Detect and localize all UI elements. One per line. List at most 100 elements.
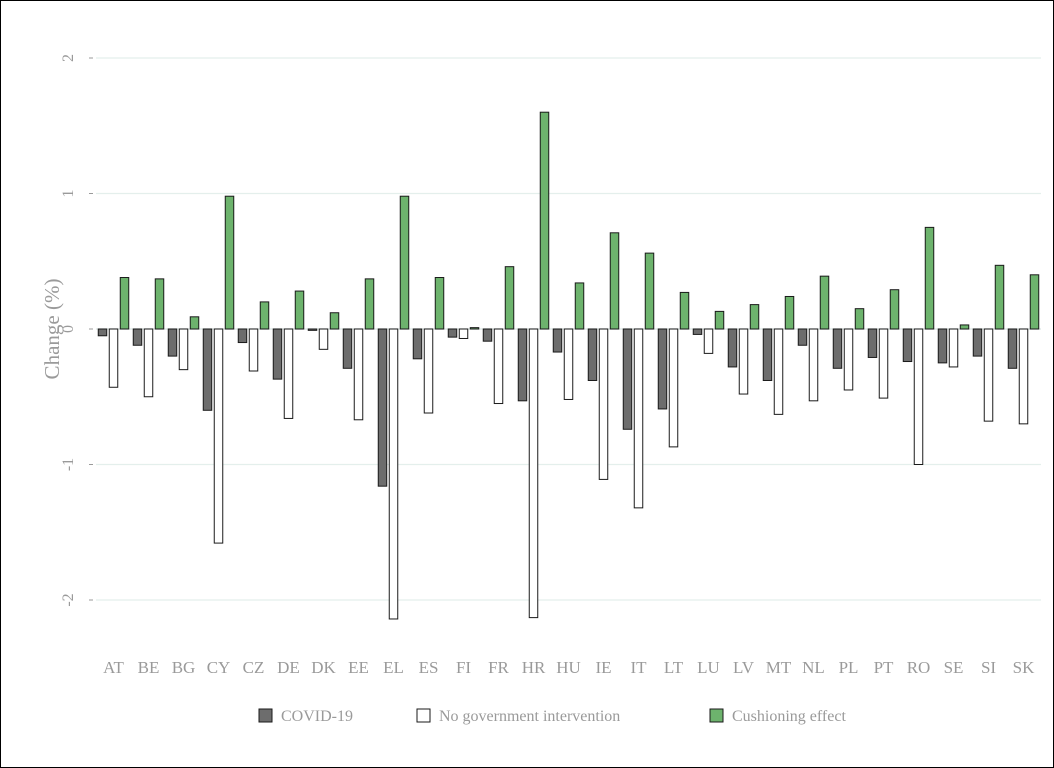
y-tick-label: 0 <box>60 325 77 333</box>
bar-covid-19-be <box>132 328 143 346</box>
legend-label: Cushioning effect <box>732 708 846 725</box>
bar-covid-19-si <box>972 328 983 357</box>
legend-label: COVID-19 <box>281 708 353 725</box>
bar-no-government-intervention-hr <box>528 328 539 619</box>
bar-cushioning-effect-sk <box>1029 274 1040 330</box>
x-tick-label: HR <box>522 658 546 677</box>
bar-covid-19-it <box>622 328 633 430</box>
bar-covid-19-hu <box>552 328 563 353</box>
bar-covid-19-lv <box>727 328 738 368</box>
bar-no-government-intervention-lv <box>738 328 749 395</box>
bar-no-government-intervention-ee <box>353 328 364 421</box>
bar-cushioning-effect-cy <box>224 195 235 330</box>
bar-covid-19-pt <box>867 328 878 358</box>
x-tick-label: BG <box>172 658 196 677</box>
x-tick-label: MT <box>766 658 792 677</box>
x-tick-label: CZ <box>243 658 265 677</box>
bar-covid-19-sk <box>1007 328 1018 369</box>
x-tick-label: HU <box>556 658 581 677</box>
bar-cushioning-effect-lu <box>714 310 725 330</box>
bar-covid-19-dk <box>307 328 318 331</box>
bar-no-government-intervention-cz <box>248 328 259 372</box>
bar-no-government-intervention-ie <box>598 328 609 480</box>
x-tick-label: EL <box>383 658 404 677</box>
x-tick-label: AT <box>103 658 124 677</box>
bar-covid-19-fi <box>447 328 458 338</box>
x-tick-label: FI <box>456 658 471 677</box>
bar-covid-19-ee <box>342 328 353 369</box>
legend-label: No government intervention <box>439 708 620 725</box>
bar-no-government-intervention-de <box>283 328 294 419</box>
bar-no-government-intervention-ro <box>913 328 924 465</box>
bar-no-government-intervention-at <box>108 328 119 388</box>
legend-swatch <box>416 708 431 723</box>
bar-cushioning-effect-ro <box>924 226 935 330</box>
legend: COVID-19 No government intervention Cushio… <box>258 708 846 725</box>
bar-covid-19-nl <box>797 328 808 346</box>
x-tick-label: SI <box>981 658 996 677</box>
x-axis-labels: AT BE BG CY CZ DE DK EE EL ES FI FR HR HU IE IT LT LU LV MT… <box>103 658 1035 677</box>
x-tick-label: EE <box>348 658 369 677</box>
bar-cushioning-effect-cz <box>259 301 270 330</box>
bar-cushioning-effect-hu <box>574 282 585 330</box>
bar-covid-19-de <box>272 328 283 380</box>
x-tick-label: FR <box>488 658 509 677</box>
bar-covid-19-cz <box>237 328 248 344</box>
bar-no-government-intervention-dk <box>318 328 329 350</box>
bar-cushioning-effect-lt <box>679 291 690 330</box>
bar-covid-19-hr <box>517 328 528 402</box>
legend-item: COVID-19 <box>258 708 353 725</box>
bar-no-government-intervention-be <box>143 328 154 398</box>
bar-cushioning-effect-nl <box>819 275 830 330</box>
bar-covid-19-pl <box>832 328 843 369</box>
bar-cushioning-effect-at <box>119 277 130 330</box>
bar-cushioning-effect-de <box>294 290 305 330</box>
x-tick-label: RO <box>907 658 931 677</box>
bar-no-government-intervention-pt <box>878 328 889 399</box>
x-tick-label: PT <box>874 658 894 677</box>
bar-no-government-intervention-fr <box>493 328 504 405</box>
bar-no-government-intervention-hu <box>563 328 574 400</box>
bars <box>97 111 1040 620</box>
legend-swatch <box>258 708 273 723</box>
y-axis-ticks: 2 1 0 -1 -2 <box>60 54 93 607</box>
bar-cushioning-effect-mt <box>784 295 795 330</box>
y-tick-label: -2 <box>60 593 77 606</box>
bar-covid-19-lu <box>692 328 703 335</box>
x-tick-label: LV <box>733 658 755 677</box>
bar-no-government-intervention-el <box>388 328 399 620</box>
bar-covid-19-es <box>412 328 423 360</box>
x-tick-label: IT <box>630 658 647 677</box>
x-tick-label: CY <box>207 658 231 677</box>
bar-covid-19-lt <box>657 328 668 410</box>
y-tick-label: 1 <box>60 190 77 198</box>
x-tick-label: DE <box>277 658 300 677</box>
bar-cushioning-effect-ie <box>609 232 620 330</box>
x-tick-label: ES <box>419 658 439 677</box>
x-tick-label: NL <box>802 658 825 677</box>
bar-no-government-intervention-lt <box>668 328 679 448</box>
bar-no-government-intervention-se <box>948 328 959 368</box>
bar-cushioning-effect-pt <box>889 289 900 330</box>
legend-swatch <box>709 708 724 723</box>
bar-no-government-intervention-it <box>633 328 644 509</box>
bar-no-government-intervention-bg <box>178 328 189 371</box>
y-tick-label: -1 <box>60 458 77 471</box>
bar-cushioning-effect-el <box>399 195 410 330</box>
x-tick-label: LT <box>664 658 684 677</box>
bar-cushioning-effect-lv <box>749 304 760 330</box>
bar-cushioning-effect-it <box>644 252 655 330</box>
bar-no-government-intervention-mt <box>773 328 784 415</box>
bar-covid-19-ie <box>587 328 598 381</box>
bar-cushioning-effect-fr <box>504 266 515 330</box>
x-tick-label: DK <box>311 658 336 677</box>
x-tick-label: BE <box>138 658 160 677</box>
bar-covid-19-el <box>377 328 388 487</box>
y-axis-title: Change (%) <box>40 279 64 380</box>
bar-cushioning-effect-fi <box>469 327 480 330</box>
bar-covid-19-bg <box>167 328 178 357</box>
bar-no-government-intervention-lu <box>703 328 714 354</box>
bar-no-government-intervention-fi <box>458 328 469 339</box>
